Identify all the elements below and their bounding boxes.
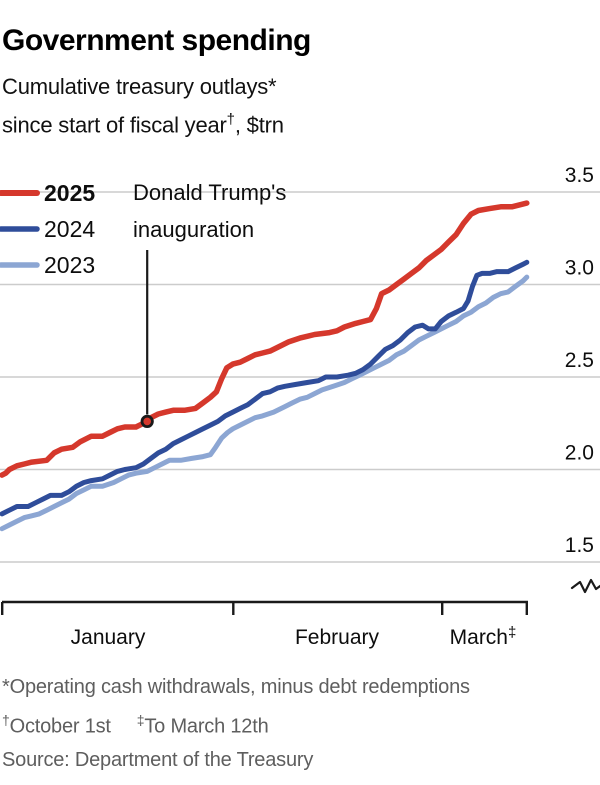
- y-tick-1-5: 1.5: [565, 534, 594, 557]
- footnote-october: October 1st: [9, 715, 111, 738]
- y-tick-2-0: 2.0: [565, 442, 594, 465]
- source-attribution: Source: Department of the Treasury: [2, 749, 314, 771]
- subtitle-line2: since start of fiscal year: [2, 112, 227, 138]
- subtitle-line1: Cumulative treasury outlays*: [2, 74, 277, 99]
- series-lines: [0, 200, 530, 532]
- y-axis-labels: 3.5 3.0 2.5 2.0 1.5: [565, 164, 594, 557]
- y-tick-3-0: 3.0: [565, 257, 594, 280]
- page-title: Government spending: [2, 24, 311, 57]
- chart-subtitle: Cumulative treasury outlays* since start…: [2, 70, 284, 141]
- double-dagger-mark: ‡: [508, 624, 516, 641]
- axis-break-icon: [570, 578, 600, 594]
- annotation-text-line1: Donald Trump's: [133, 180, 286, 205]
- chart-legend: 2025 2024 2023: [0, 180, 95, 278]
- legend-label-2025: 2025: [44, 180, 95, 206]
- footnote-operating-cash: *Operating cash withdrawals, minus debt …: [2, 676, 470, 698]
- y-tick-3-5: 3.5: [565, 164, 594, 187]
- line-2024: [0, 259, 530, 517]
- subtitle-line2-unit: , $trn: [234, 112, 284, 138]
- annotation-text-line2: inauguration: [133, 217, 254, 242]
- x-axis-labels: January February March‡: [71, 624, 517, 649]
- legend-label-2024: 2024: [44, 216, 95, 242]
- inauguration-annotation: Donald Trump's inauguration: [133, 180, 286, 428]
- y-tick-2-5: 2.5: [565, 349, 594, 372]
- gridlines: [0, 191, 600, 563]
- dagger-mark: †: [2, 712, 10, 728]
- inauguration-marker: [140, 414, 154, 428]
- line-2023: [0, 274, 530, 532]
- dagger-mark: †: [226, 111, 235, 128]
- x-axis: [1, 600, 528, 615]
- month-label-march: March‡: [450, 624, 517, 649]
- month-label-january: January: [71, 626, 146, 649]
- footnote-to-march: To March 12th: [144, 715, 269, 738]
- footnote-dates: †October 1st ‡To March 12th: [2, 712, 269, 739]
- month-label-february: February: [295, 626, 380, 649]
- legend-label-2023: 2023: [44, 252, 95, 278]
- line-2025: [0, 200, 530, 478]
- double-dagger-mark: ‡: [136, 712, 145, 728]
